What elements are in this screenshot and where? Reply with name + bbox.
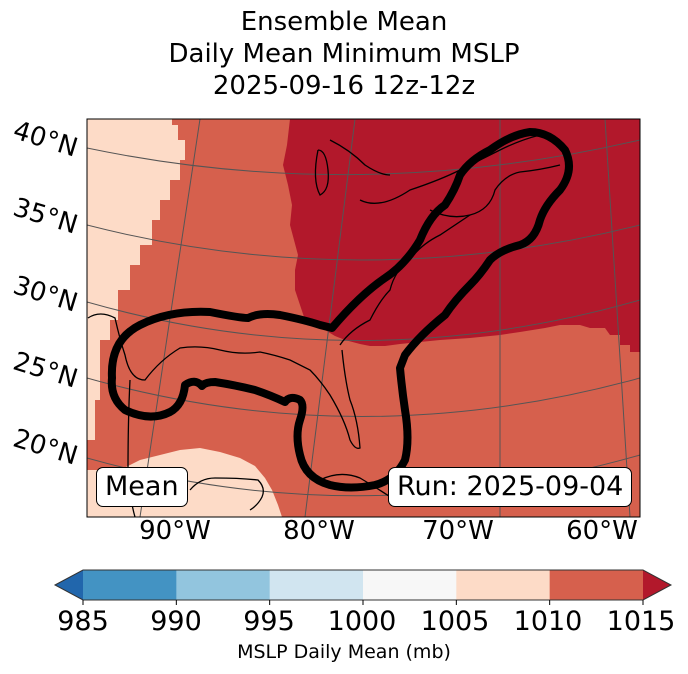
lon-label-80w: 80°W [283,516,355,546]
colorbar-tick-990: 990 [150,606,202,637]
colorbar-tick-995: 995 [243,606,295,637]
title-line-3: 2025-09-16 12z-12z [212,71,476,101]
title-line-2: Daily Mean Minimum MSLP [168,39,520,69]
annotation-mean: Mean [96,467,188,507]
lon-label-60w: 60°W [566,516,638,546]
colorbar-bin-1010 [549,570,644,600]
fill-over-1015 [283,119,640,352]
colorbar-extend-over [643,570,671,600]
colorbar-tick-985: 985 [57,606,109,637]
colorbar-bin-990 [176,570,271,600]
map-area [87,119,640,517]
colorbar-bin-985 [83,570,177,600]
annotation-run-date: Run: 2025-09-04 [388,467,633,507]
colorbar-extend-under [55,570,83,600]
colorbar-tick-1015: 1015 [606,606,676,637]
lon-label-70w: 70°W [422,516,494,546]
fill-1005-1010-west [87,119,185,440]
colorbar-tick-1005: 1005 [420,606,490,637]
colorbar-tick-1000: 1000 [327,606,397,637]
colorbar-bin-995 [269,570,364,600]
lon-label-90w: 90°W [139,516,211,546]
colorbar-bin-1000 [363,570,457,600]
map-border [86,118,641,518]
colorbar-tick-1010: 1010 [513,606,583,637]
colorbar-label: MSLP Daily Mean (mb) [237,641,451,663]
title-line-1: Ensemble Mean [240,7,448,37]
colorbar-bin-1005 [456,570,551,600]
colorbar [53,569,673,605]
contour-outline [107,128,573,492]
